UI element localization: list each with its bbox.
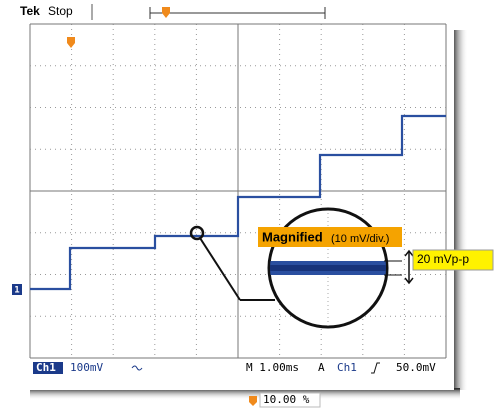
trigger-source: Ch1 <box>337 361 357 374</box>
scope-screenshot: Tek Stop 1 Magnified (10 mV/div.) 20 mVp… <box>0 0 494 414</box>
callout-title: Magnified <box>262 229 323 244</box>
callout-subtitle: (10 mV/div.) <box>331 233 389 245</box>
vertical-scale: 100mV <box>70 361 103 374</box>
trigger-level: 50.0mV <box>396 361 436 374</box>
trigger-position: 10.00 % <box>263 393 310 406</box>
trigger-position-icon <box>249 396 257 406</box>
screen <box>20 0 454 390</box>
run-status: Stop <box>48 4 73 18</box>
channel-marker-label: 1 <box>14 286 19 296</box>
trigger-mode: A <box>318 361 325 374</box>
brand: Tek <box>20 4 40 18</box>
page: Tek Stop 1 Magnified (10 mV/div.) 20 mVp… <box>0 0 494 414</box>
timebase: M 1.00ms <box>246 361 299 374</box>
measurement: 20 mVp-p <box>417 252 469 266</box>
shadow <box>452 30 468 390</box>
channel: Ch1 <box>36 361 56 374</box>
